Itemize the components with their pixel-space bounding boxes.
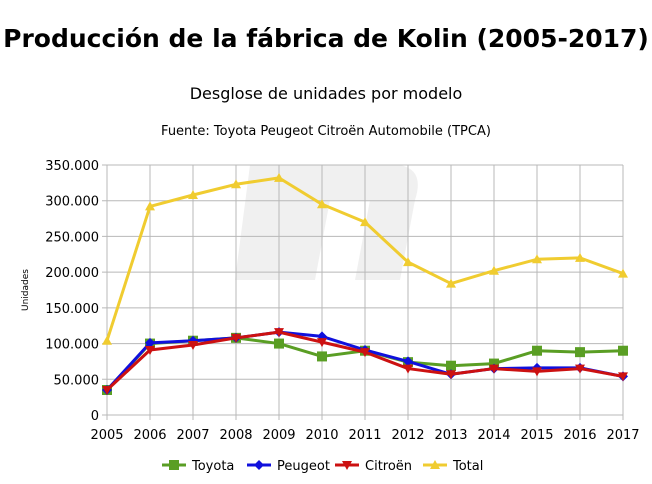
legend-label-peugeot: Peugeot xyxy=(277,459,330,474)
data-point-citron xyxy=(618,372,628,382)
data-point-citron xyxy=(145,346,155,355)
chart-legend: Toyota Peugeot Citroën Total xyxy=(162,459,483,474)
data-point-citron xyxy=(188,341,198,350)
data-point-citron xyxy=(274,328,284,338)
data-point-citron xyxy=(489,364,499,374)
data-point-citron xyxy=(446,370,456,380)
data-point-toyota xyxy=(532,345,542,356)
data-point-citron xyxy=(403,364,413,374)
x-tick-label: 2016 xyxy=(563,428,596,443)
data-point-citron xyxy=(575,364,585,374)
data-point-total xyxy=(618,268,628,278)
x-tick-label: 2007 xyxy=(176,428,209,443)
data-point-citron xyxy=(532,367,542,377)
data-point-citron xyxy=(231,333,241,343)
data-point-total xyxy=(446,278,456,288)
y-axis-label: Unidades xyxy=(21,269,31,311)
x-tick-label: 2010 xyxy=(305,428,338,443)
x-tick-label: 2011 xyxy=(348,428,381,443)
legend-label-total: Total xyxy=(452,459,483,474)
data-point-citron xyxy=(360,348,370,358)
data-point-toyota xyxy=(618,345,628,356)
chart-title: Producción de la fábrica de Kolin (2005-… xyxy=(3,24,649,53)
data-point-total xyxy=(317,199,327,209)
plot-series xyxy=(102,172,628,395)
data-point-total xyxy=(489,265,499,275)
legend-item-total: Total xyxy=(423,459,483,474)
legend-label-citron: Citroën xyxy=(365,459,412,474)
y-tick-label: 200.000 xyxy=(45,266,99,281)
x-tick-label: 2014 xyxy=(477,428,510,443)
plot-axes: 0 50.000 100.000 150.000 200.000 250.000 300.0… xyxy=(21,159,640,443)
y-tick-label: 0 xyxy=(91,409,99,424)
legend-item-peugeot: Peugeot xyxy=(247,459,330,474)
data-point-total xyxy=(145,201,155,211)
x-tick-label: 2006 xyxy=(133,428,166,443)
legend-marker-peugeot xyxy=(254,460,264,470)
chart-subtitle: Desglose de unidades por modelo xyxy=(189,84,463,103)
y-tick-label: 150.000 xyxy=(45,302,99,317)
data-point-total xyxy=(231,179,241,189)
data-point-peugeot xyxy=(145,337,155,348)
data-point-toyota xyxy=(274,338,284,349)
data-point-total xyxy=(575,252,585,262)
data-point-total xyxy=(274,172,284,182)
data-point-total xyxy=(102,335,112,345)
x-tick-label: 2013 xyxy=(434,428,467,443)
x-tick-label: 2009 xyxy=(262,428,295,443)
y-tick-label: 350.000 xyxy=(45,159,99,174)
data-point-toyota xyxy=(317,351,327,362)
x-tick-label: 2015 xyxy=(520,428,553,443)
series-citron xyxy=(102,328,628,395)
legend-marker-citron xyxy=(342,461,352,470)
legend-item-citron: Citroën xyxy=(335,459,412,474)
y-tick-label: 50.000 xyxy=(54,373,100,388)
data-point-total xyxy=(360,217,370,227)
legend-item-toyota: Toyota xyxy=(162,459,234,474)
x-tick-label: 2008 xyxy=(219,428,252,443)
data-point-total xyxy=(532,254,542,264)
legend-marker-toyota xyxy=(169,460,179,470)
series-total xyxy=(102,172,628,345)
data-point-citron xyxy=(102,386,112,395)
x-tick-label: 2005 xyxy=(90,428,123,443)
y-tick-label: 250.000 xyxy=(45,230,99,245)
data-point-total xyxy=(188,190,198,199)
data-point-toyota xyxy=(446,360,456,371)
x-tick-label: 2012 xyxy=(391,428,424,443)
x-tick-label: 2017 xyxy=(606,428,639,443)
chart-source: Fuente: Toyota Peugeot Citroën Automobil… xyxy=(161,124,491,139)
data-point-citron xyxy=(317,338,327,348)
data-point-toyota xyxy=(575,347,585,358)
watermark-logo xyxy=(235,165,418,280)
y-tick-label: 300.000 xyxy=(45,195,99,210)
legend-marker-total xyxy=(430,460,440,469)
legend-label-toyota: Toyota xyxy=(191,459,234,474)
data-point-total xyxy=(403,257,413,267)
y-tick-label: 100.000 xyxy=(45,338,99,353)
plot-grid xyxy=(102,164,624,420)
data-point-peugeot xyxy=(403,356,413,367)
